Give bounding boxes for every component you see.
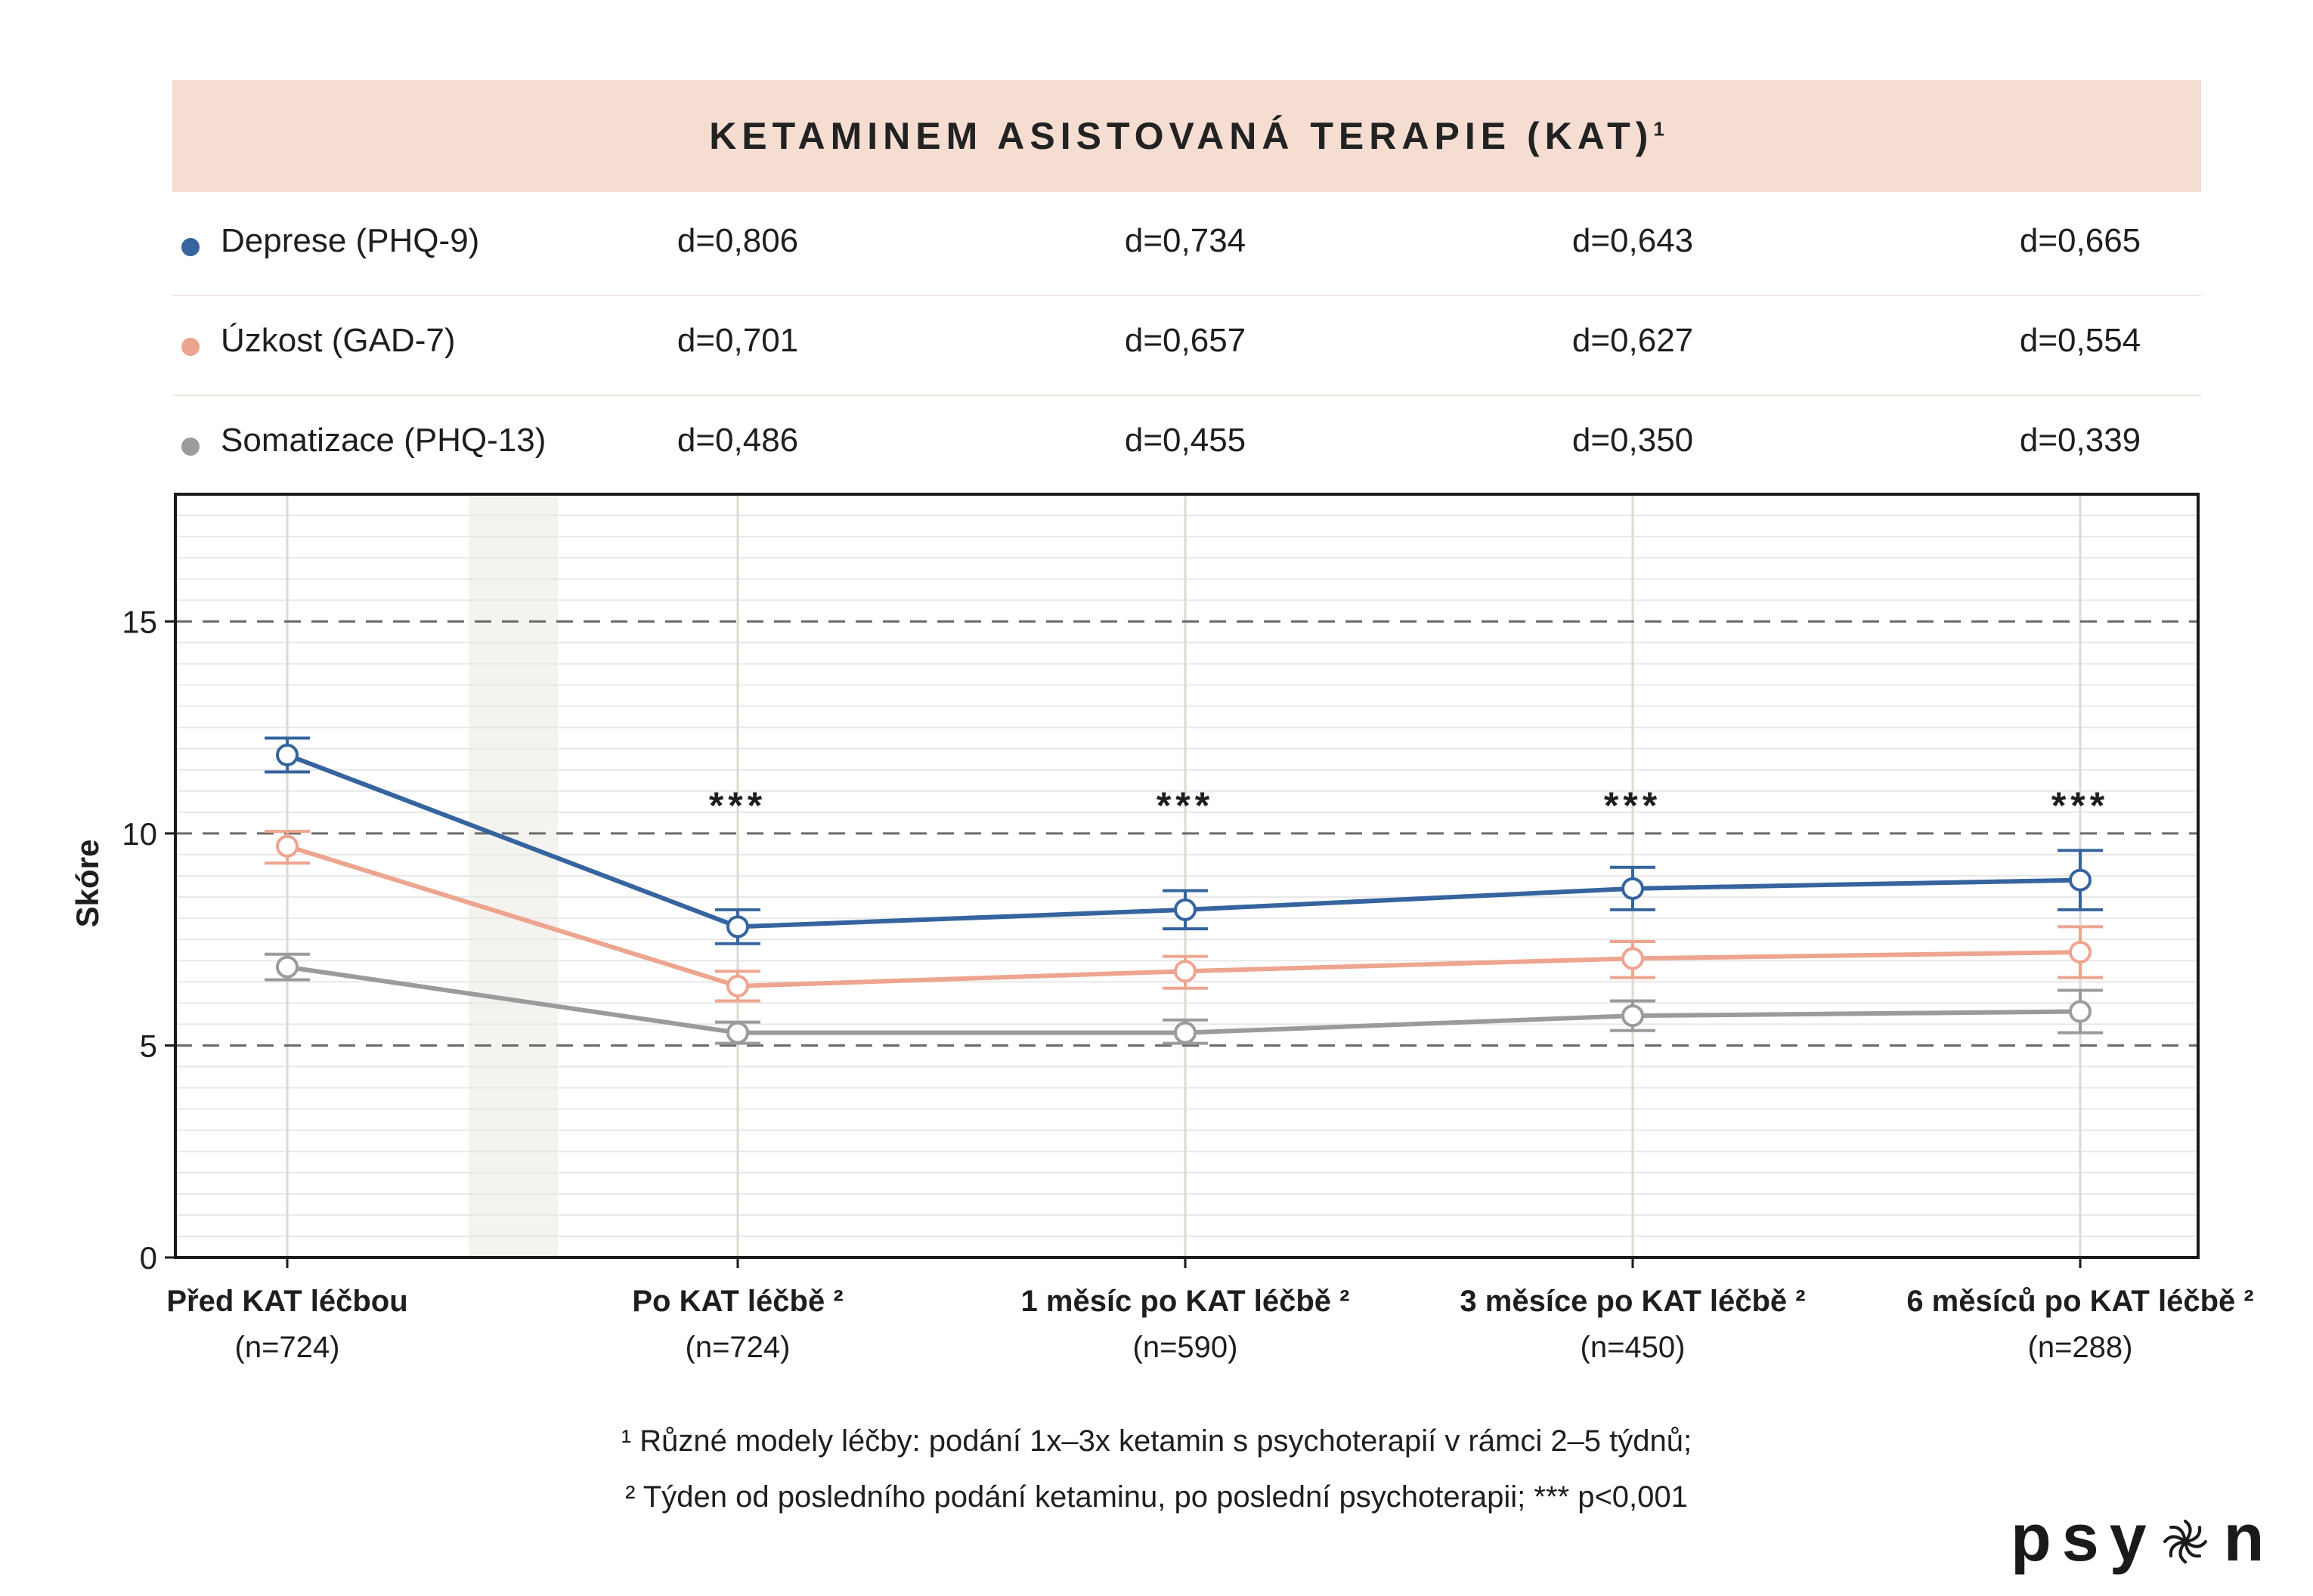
data-point (1621, 877, 1644, 900)
data-point (726, 974, 749, 998)
legend-dot-somatization (181, 438, 200, 456)
x-tick-label: Po KAT léčbě ² (n=724) (632, 1285, 844, 1364)
y-tick-label: 10 (122, 816, 157, 852)
plot-frame (174, 493, 2200, 1259)
chart-title-band: KETAMINEM ASISTOVANÁ TERAPIE (KAT)1 (172, 80, 2201, 192)
x-tick-label: 3 měsíce po KAT léčbě ² (n=450) (1460, 1285, 1806, 1364)
effect-value: d=0,627 (1571, 322, 1694, 359)
effect-value: d=0,657 (1124, 322, 1246, 359)
effect-value: d=0,734 (1124, 222, 1246, 259)
data-point (1174, 960, 1197, 983)
y-axis-label: Skóre (70, 840, 105, 928)
footnote-2: ² Týden od posledního podání ketaminu, p… (625, 1480, 1688, 1514)
footnotes: ¹ Různé modely léčby: podání 1x–3x ketam… (0, 1413, 2313, 1525)
footnote-1: ¹ Různé modely léčby: podání 1x–3x ketam… (621, 1424, 1692, 1458)
series-0 (265, 736, 2103, 945)
x-tick-label: 6 měsíců po KAT léčbě ² (n=288) (1906, 1285, 2254, 1364)
data-point (2069, 941, 2092, 963)
data-point (1621, 1004, 1644, 1028)
data-point (1174, 898, 1197, 921)
data-point (726, 1021, 749, 1044)
effect-value: d=0,643 (1571, 222, 1694, 259)
effect-value: d=0,339 (2019, 422, 2141, 459)
effect-row-somatization: Somatizace (PHQ-13) d=0,486 d=0,455 d=0,… (172, 396, 2201, 494)
x-tick-label: Před KAT léčbou (n=724) (166, 1285, 408, 1364)
x-tick-label: 1 měsíc po KAT léčbě ² (n=590) (1020, 1285, 1350, 1364)
effect-value: d=0,701 (677, 322, 799, 359)
legend-label-somatization: Somatizace (PHQ-13) (221, 422, 547, 459)
data-point (726, 915, 749, 939)
data-point (276, 744, 299, 767)
effect-value: d=0,350 (1571, 422, 1694, 459)
effect-value: d=0,455 (1124, 422, 1246, 459)
data-point (276, 955, 299, 979)
legend-dot-depression (181, 238, 200, 256)
legend-label-anxiety: Úzkost (GAD-7) (221, 322, 456, 359)
spiral-logo-icon (2163, 1520, 2207, 1564)
data-point (2069, 868, 2092, 892)
significance-marker: *** (1604, 784, 1661, 827)
chart-title: KETAMINEM ASISTOVANÁ TERAPIE (KAT)1 (709, 115, 1664, 157)
psyon-logo: psy n (2011, 1500, 2274, 1576)
effect-value: d=0,486 (677, 422, 799, 459)
significance-marker: *** (2051, 784, 2109, 827)
effect-value: d=0,554 (2019, 322, 2141, 359)
legend-dot-anxiety (181, 338, 200, 356)
effect-value: d=0,806 (677, 222, 799, 259)
y-tick-label: 5 (140, 1028, 157, 1063)
series-1 (265, 830, 2103, 1003)
y-tick-label: 0 (140, 1240, 157, 1276)
effect-row-depression: Deprese (PHQ-9) d=0,806 d=0,734 d=0,643 … (172, 196, 2201, 296)
data-point (276, 834, 299, 858)
y-tick-label: 15 (122, 604, 157, 639)
significance-marker: *** (709, 784, 766, 827)
data-point (1621, 947, 1644, 970)
effect-row-anxiety: Úzkost (GAD-7) d=0,701 d=0,657 d=0,627 d… (172, 296, 2201, 396)
significance-marker: *** (1156, 784, 1214, 827)
logo-text-end: n (2223, 1500, 2275, 1575)
data-point (2069, 1000, 2092, 1023)
series-2 (265, 952, 2103, 1045)
data-point (1174, 1021, 1197, 1044)
logo-text: psy (2011, 1500, 2157, 1575)
effect-value: d=0,665 (2019, 222, 2141, 259)
legend-label-depression: Deprese (PHQ-9) (221, 222, 480, 259)
